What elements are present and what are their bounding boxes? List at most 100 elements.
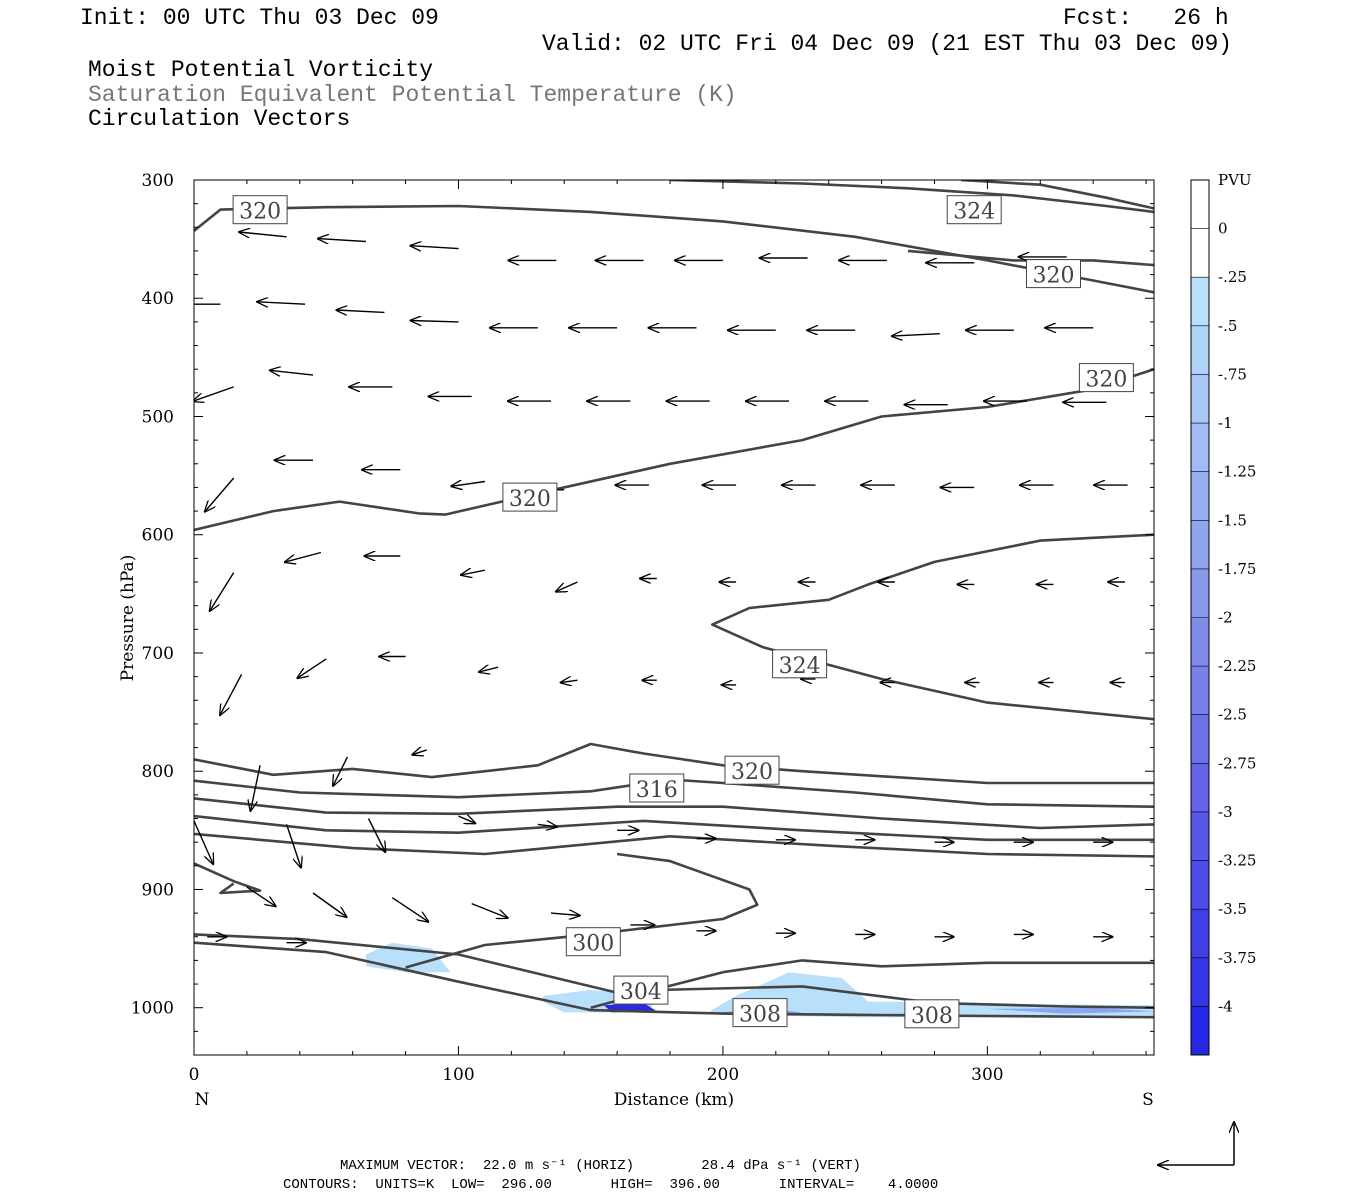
contour-label: 324 (772, 649, 828, 679)
colorbar-segment (1191, 957, 1209, 1007)
colorbar-tick-label: -2 (1218, 609, 1233, 627)
circulation-vector (285, 824, 301, 867)
colorbar-tick-label: -.75 (1218, 365, 1247, 383)
y-tick-label: 800 (142, 762, 174, 782)
svg-text:324: 324 (953, 200, 995, 225)
svg-text:308: 308 (739, 1003, 781, 1028)
reference-vector-icon (1158, 1122, 1234, 1165)
colorbar-tick-label: -3.75 (1218, 949, 1256, 967)
theta-contour-line (194, 933, 1154, 998)
contour-label: 324 (946, 195, 1002, 225)
circulation-vector (451, 482, 485, 487)
svg-text:320: 320 (731, 760, 773, 785)
circulation-vector (210, 572, 235, 611)
contour-label: 320 (232, 195, 288, 225)
colorbar-segment (1191, 909, 1209, 959)
init-time: Init: 00 UTC Thu 03 Dec 09 (80, 5, 439, 31)
contour-label: 308 (732, 998, 788, 1028)
circulation-vector (537, 824, 557, 826)
contour-label: 304 (613, 975, 669, 1005)
valid-time: Valid: 02 UTC Fri 04 Dec 09 (21 EST Thu … (542, 31, 1233, 57)
circulation-vector (312, 892, 347, 917)
colorbar-tick-label: 0 (1218, 220, 1228, 238)
circulation-vector (257, 302, 306, 304)
circulation-vector (412, 750, 427, 755)
circulation-vector (194, 820, 213, 864)
y-tick-label: 500 (142, 407, 174, 427)
circulation-vector (336, 310, 385, 312)
colorbar-tick-label: -3 (1218, 803, 1233, 821)
colorbar-tick-label: -2.25 (1218, 657, 1256, 675)
circulation-vector (285, 551, 322, 563)
circulation-vector (205, 477, 235, 512)
colorbar-segment (1191, 374, 1209, 424)
circulation-vector (479, 667, 499, 672)
contour-label: 308 (904, 999, 960, 1029)
y-tick-label: 400 (142, 289, 174, 309)
theta-contour-line (194, 832, 1154, 858)
circulation-vector (239, 232, 287, 237)
y-tick-label: 900 (142, 880, 174, 900)
circulation-vector (251, 765, 261, 811)
circulation-vector (892, 334, 940, 336)
x-tick-label: 200 (707, 1065, 739, 1085)
theta-contour-line (194, 797, 1154, 830)
svg-text:320: 320 (509, 487, 551, 512)
colorbar-segment (1191, 763, 1209, 813)
svg-text:300: 300 (572, 932, 614, 957)
pv-shading-patch (987, 1007, 1154, 1014)
x-endpoint-left: N (195, 1090, 210, 1110)
x-tick-label: 0 (189, 1065, 200, 1085)
colorbar-segment (1191, 228, 1209, 278)
colorbar-segment (1191, 666, 1209, 716)
contour-label: 320 (724, 755, 780, 785)
circulation-vector (556, 581, 578, 592)
colorbar-tick-label: -4 (1218, 997, 1233, 1015)
colorbar-segment (1191, 568, 1209, 618)
colorbar-segment (1191, 1006, 1209, 1056)
circulation-vector (318, 239, 366, 242)
svg-text:320: 320 (1085, 368, 1127, 393)
svg-text:316: 316 (636, 778, 678, 803)
contour-label: 300 (565, 927, 621, 957)
colorbar-segment (1191, 520, 1209, 570)
circulation-vector (461, 570, 486, 575)
contour-label: 316 (629, 773, 685, 803)
colorbar-tick-label: -3.25 (1218, 852, 1256, 870)
field-title-vectors: Circulation Vectors (88, 106, 351, 132)
theta-contour-line (194, 367, 1154, 532)
circulation-vector (550, 913, 580, 915)
circulation-vector (270, 370, 314, 375)
colorbar-segment (1191, 811, 1209, 862)
y-tick-label: 700 (142, 644, 174, 664)
theta-contour-line (711, 533, 1154, 721)
plot-frame (193, 179, 1155, 1056)
colorbar-tick-label: -1.5 (1218, 511, 1247, 529)
circulation-vector (194, 228, 195, 230)
svg-text:320: 320 (239, 200, 281, 225)
x-endpoint-right: S (1142, 1090, 1154, 1110)
colorbar-segment (1191, 423, 1209, 473)
circulation-vector (367, 818, 386, 853)
colorbar-tick-label: -1.75 (1218, 560, 1256, 578)
circulation-vector (297, 658, 327, 678)
svg-text:308: 308 (911, 1004, 953, 1029)
colorbar-segment (1191, 860, 1209, 910)
y-tick-label: 1000 (131, 999, 174, 1019)
colorbar-tick-label: -1.25 (1218, 463, 1256, 481)
x-axis-label: Distance (km) (614, 1090, 734, 1110)
circulation-vector (391, 897, 428, 922)
contour-info-note: CONTOURS: UNITS=K LOW= 296.00 HIGH= 396.… (283, 1177, 939, 1193)
circulation-vector (561, 680, 578, 682)
y-axis-label: Pressure (hPa) (118, 555, 138, 682)
colorbar-tick-label: -.5 (1218, 317, 1237, 335)
field-title-theta-es: Saturation Equivalent Potential Temperat… (88, 82, 737, 108)
svg-text:324: 324 (779, 654, 821, 679)
colorbar-tick-label: -2.5 (1218, 706, 1247, 724)
theta-contour-line (405, 852, 759, 969)
forecast-hour: Fcst: 26 h (1063, 5, 1229, 31)
circulation-vector (220, 673, 243, 715)
colorbar-unit: PVU (1218, 171, 1252, 189)
theta-contour-line (194, 814, 1154, 842)
colorbar-tick-label: -1 (1218, 414, 1233, 432)
